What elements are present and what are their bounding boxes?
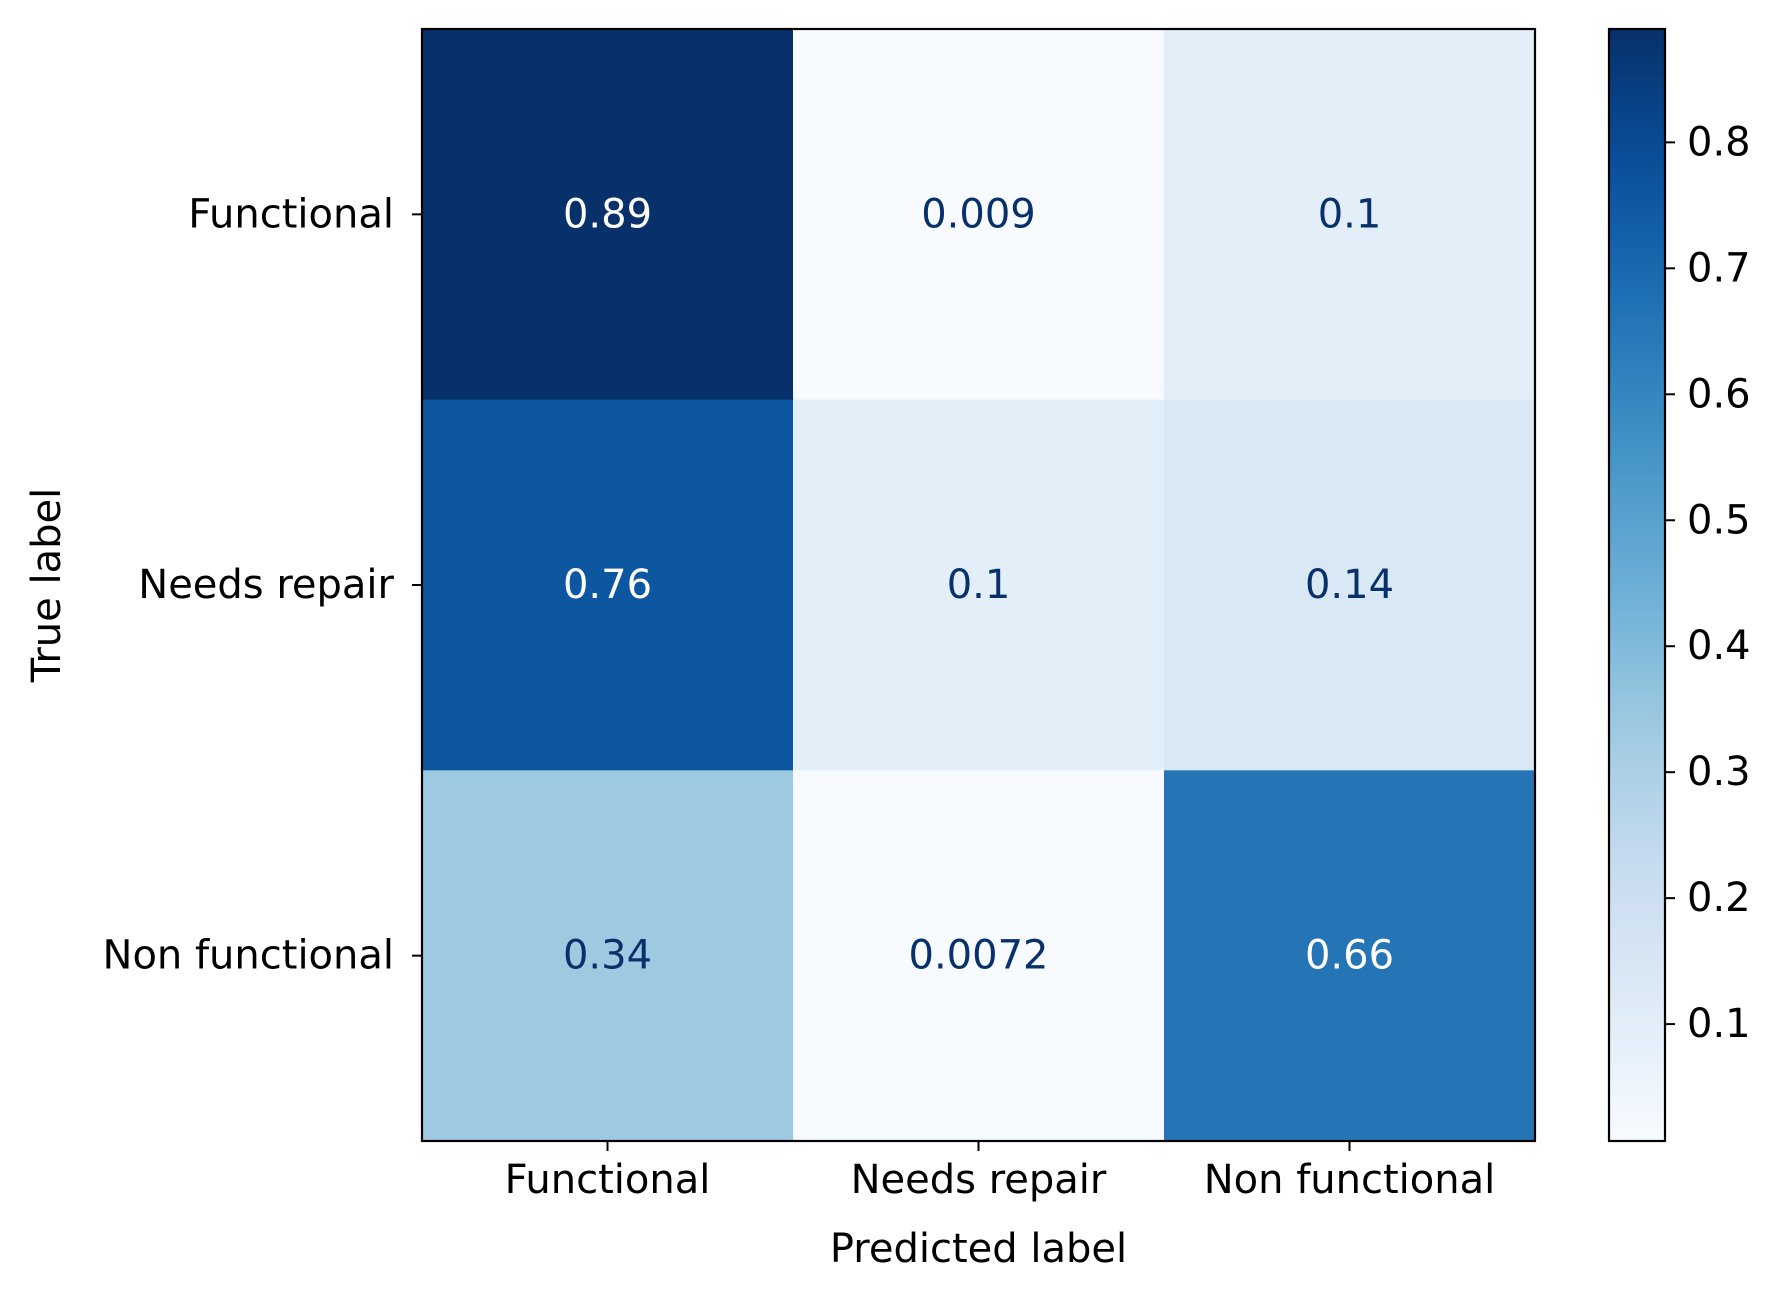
y-tick-label: Needs repair [138, 562, 394, 608]
heatmap-cells [422, 29, 1536, 1142]
x-axis-ticks: Functional Needs repair Non functional [505, 1141, 1495, 1203]
colorbar [1609, 29, 1665, 1141]
y-tick-label: Functional [188, 191, 394, 237]
heatmap-cell-r1-c1 [793, 399, 1165, 771]
y-axis-ticks: Functional Needs repair Non functional [103, 191, 422, 979]
colorbar-tick-label: 0.7 [1687, 245, 1751, 291]
heatmap-cell-r0-c2 [1164, 29, 1536, 401]
colorbar-tick-label: 0.4 [1687, 623, 1751, 669]
heatmap-cell-r0-c1 [793, 29, 1165, 401]
x-tick-label: Functional [505, 1157, 711, 1203]
cell-value-label: 0.1 [947, 562, 1011, 608]
colorbar-tick-label: 0.3 [1687, 749, 1751, 795]
heatmap-cell-r1-c0 [422, 399, 794, 771]
y-tick-label: Non functional [103, 933, 394, 979]
cell-value-label: 0.14 [1305, 562, 1394, 608]
colorbar-tick-label: 0.5 [1687, 497, 1751, 543]
heatmap-cell-r2-c2 [1164, 770, 1536, 1142]
colorbar-tick-label: 0.1 [1687, 1001, 1751, 1047]
heatmap-cell-r2-c1 [793, 770, 1165, 1142]
colorbar-frame [1607, 27, 1667, 1143]
x-tick-label: Non functional [1204, 1157, 1495, 1203]
cell-value-label: 0.009 [921, 191, 1036, 237]
cell-value-label: 0.66 [1305, 933, 1394, 979]
cell-value-label: 0.76 [563, 562, 652, 608]
colorbar-ticks: 0.1 0.2 0.3 0.4 0.5 0.6 0.7 0.8 [1665, 119, 1751, 1047]
colorbar-tick-label: 0.2 [1687, 875, 1751, 921]
heatmap-cell-r0-c0 [422, 29, 794, 401]
colorbar-tick-label: 0.8 [1687, 119, 1751, 165]
heatmap-cell-r1-c2 [1164, 399, 1536, 771]
cell-value-label: 0.0072 [909, 933, 1049, 979]
colorbar-tick-label: 0.6 [1687, 371, 1751, 417]
x-tick-label: Needs repair [851, 1157, 1107, 1203]
cell-value-label: 0.1 [1318, 191, 1382, 237]
cell-value-labels: 0.89 0.009 0.1 0.76 0.1 0.14 0.34 0.0072 0.66 [563, 191, 1394, 978]
cell-value-label: 0.89 [563, 191, 652, 237]
cell-value-label: 0.34 [563, 933, 652, 979]
x-axis-label: Predicted label [830, 1226, 1127, 1272]
heatmap-cell-r2-c0 [422, 770, 794, 1142]
y-axis-label: True label [24, 488, 70, 683]
